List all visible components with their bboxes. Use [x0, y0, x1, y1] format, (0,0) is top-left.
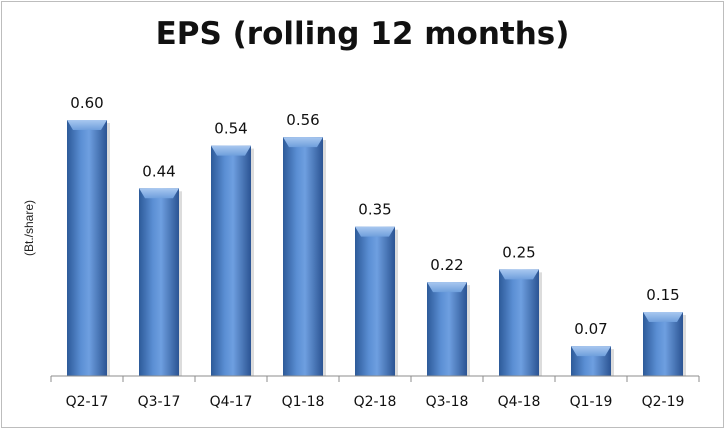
bar-Q3-18	[427, 282, 470, 376]
data-label: 0.15	[646, 286, 679, 304]
bar-body	[427, 282, 467, 376]
x-tick-label: Q1-18	[282, 394, 325, 410]
data-label: 0.25	[502, 243, 535, 261]
bar-Q1-18	[283, 137, 326, 376]
bar-Q4-18	[499, 269, 542, 376]
x-tick-label: Q4-18	[498, 394, 541, 410]
bar-cap	[139, 188, 179, 199]
x-tick-label: Q1-19	[570, 394, 613, 410]
bar-cap	[643, 312, 683, 322]
x-tick-label: Q2-19	[642, 394, 685, 410]
bar-Q4-17	[211, 145, 254, 376]
bars-group	[67, 120, 686, 376]
bar-body	[643, 312, 683, 376]
data-label: 0.44	[142, 162, 175, 180]
bar-cap	[355, 226, 395, 237]
x-tick-label: Q3-18	[426, 394, 469, 410]
chart-title: EPS (rolling 12 months)	[155, 16, 570, 52]
x-tick-label: Q4-17	[210, 394, 253, 410]
data-label: 0.22	[430, 256, 463, 274]
data-label: 0.60	[70, 94, 103, 112]
bar-Q3-17	[139, 188, 182, 376]
bar-cap	[427, 282, 467, 293]
bar-Q2-18	[355, 226, 398, 376]
bar-body	[355, 226, 395, 376]
x-tick-label: Q3-17	[138, 394, 181, 410]
bar-cap	[499, 269, 539, 280]
bar-cap	[571, 346, 611, 357]
data-label: 0.07	[574, 320, 607, 338]
bar-body	[67, 120, 107, 376]
bar-Q1-19	[571, 346, 614, 376]
bar-body	[499, 269, 539, 376]
x-tick-label: Q2-17	[66, 394, 109, 410]
data-label: 0.56	[286, 111, 319, 129]
bar-body	[211, 145, 251, 376]
bar-cap	[211, 145, 251, 156]
data-label: 0.35	[358, 201, 391, 219]
bar-Q2-19	[643, 312, 686, 376]
x-axis: Q2-17 Q3-17 Q4-17 Q1-18 Q2-18 Q3-18 Q4-18 Q1-19…	[50, 375, 700, 410]
x-tick-label: Q2-18	[354, 394, 397, 410]
bar-body	[283, 137, 323, 376]
bar-cap	[283, 137, 323, 148]
data-labels-group: 0.60 0.44 0.54 0.56 0.35 0.22 0.25 0.07 0.15	[70, 94, 679, 338]
bar-body	[139, 188, 179, 376]
bar-cap	[67, 120, 107, 130]
bar-Q2-17	[67, 120, 110, 376]
data-label: 0.54	[214, 120, 247, 138]
